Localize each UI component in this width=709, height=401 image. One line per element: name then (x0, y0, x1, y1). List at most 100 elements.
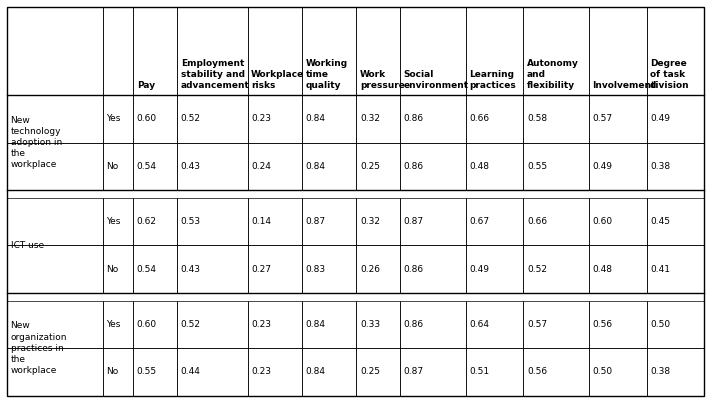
Text: 0.57: 0.57 (527, 320, 547, 329)
Bar (647, 245, 704, 293)
Text: 0.23: 0.23 (251, 320, 271, 329)
Bar (247, 245, 302, 293)
Text: 0.52: 0.52 (181, 320, 201, 329)
Text: 0.50: 0.50 (593, 367, 613, 377)
Text: New
technology
adoption in
the
workplace: New technology adoption in the workplace (11, 116, 62, 169)
Bar (466, 198, 523, 245)
Text: 0.60: 0.60 (137, 320, 157, 329)
Bar (647, 348, 704, 396)
Bar (133, 348, 177, 396)
Text: 0.58: 0.58 (527, 114, 547, 124)
Text: Employment
stability and
advancement: Employment stability and advancement (181, 59, 250, 91)
Text: Work
pressure: Work pressure (360, 70, 405, 91)
Text: 0.60: 0.60 (137, 114, 157, 124)
Bar (357, 348, 401, 396)
Bar (7, 95, 103, 143)
Text: Social
environment: Social environment (404, 70, 469, 91)
Bar (647, 95, 704, 143)
Text: 0.66: 0.66 (527, 217, 547, 226)
Bar (302, 143, 357, 190)
Bar (302, 198, 357, 245)
Text: 0.66: 0.66 (469, 114, 489, 124)
Bar (647, 7, 704, 95)
Bar (647, 301, 704, 348)
Bar (247, 95, 302, 143)
Bar (589, 95, 647, 143)
Text: 0.23: 0.23 (251, 367, 271, 377)
Bar (401, 95, 466, 143)
Bar (103, 348, 133, 396)
Bar (177, 348, 247, 396)
Bar (401, 245, 466, 293)
Bar (247, 301, 302, 348)
Bar (647, 143, 704, 190)
Bar (7, 198, 103, 245)
Text: 0.56: 0.56 (593, 320, 613, 329)
Bar (302, 7, 357, 95)
Text: 0.67: 0.67 (469, 217, 489, 226)
Text: Involvement: Involvement (593, 81, 656, 91)
Bar (523, 7, 589, 95)
Bar (523, 95, 589, 143)
Text: No: No (106, 367, 118, 377)
Bar (133, 198, 177, 245)
Text: 0.25: 0.25 (360, 162, 380, 171)
Bar (302, 301, 357, 348)
Bar (103, 95, 133, 143)
Bar (357, 7, 401, 95)
Bar (177, 143, 247, 190)
Bar (589, 7, 647, 95)
Bar (177, 7, 247, 95)
Bar (247, 143, 302, 190)
Text: 0.87: 0.87 (404, 367, 424, 377)
Bar (589, 143, 647, 190)
Text: 0.25: 0.25 (360, 367, 380, 377)
Bar (177, 301, 247, 348)
Text: 0.43: 0.43 (181, 162, 201, 171)
Bar (177, 245, 247, 293)
Bar (589, 348, 647, 396)
Text: New
organization
practices in
the
workplace: New organization practices in the workpl… (11, 322, 67, 375)
Bar (7, 143, 103, 190)
Text: 0.56: 0.56 (527, 367, 547, 377)
Bar (466, 245, 523, 293)
Text: 0.52: 0.52 (181, 114, 201, 124)
Bar (357, 245, 401, 293)
Text: 0.83: 0.83 (306, 265, 325, 273)
Text: 0.24: 0.24 (251, 162, 271, 171)
Text: Autonomy
and
flexibility: Autonomy and flexibility (527, 59, 579, 91)
Bar (466, 7, 523, 95)
Text: Learning
practices: Learning practices (469, 70, 516, 91)
Bar (466, 143, 523, 190)
Text: 0.54: 0.54 (137, 162, 157, 171)
Text: 0.32: 0.32 (360, 217, 380, 226)
Bar (523, 301, 589, 348)
Text: 0.55: 0.55 (527, 162, 547, 171)
Bar (133, 301, 177, 348)
Text: 0.27: 0.27 (251, 265, 271, 273)
Bar (357, 198, 401, 245)
Bar (523, 198, 589, 245)
Text: 0.50: 0.50 (650, 320, 670, 329)
Bar (523, 348, 589, 396)
Text: Yes: Yes (106, 217, 121, 226)
Bar (103, 198, 133, 245)
Text: 0.51: 0.51 (469, 367, 489, 377)
Text: 0.33: 0.33 (360, 320, 380, 329)
Text: 0.32: 0.32 (360, 114, 380, 124)
Text: 0.43: 0.43 (181, 265, 201, 273)
Bar (103, 143, 133, 190)
Bar (401, 143, 466, 190)
Bar (647, 198, 704, 245)
Text: No: No (106, 265, 118, 273)
Text: 0.52: 0.52 (527, 265, 547, 273)
Bar (133, 7, 177, 95)
Bar (177, 95, 247, 143)
Bar (589, 198, 647, 245)
Text: 0.23: 0.23 (251, 114, 271, 124)
Text: Yes: Yes (106, 114, 121, 124)
Text: 0.38: 0.38 (650, 162, 670, 171)
Bar (302, 348, 357, 396)
Text: 0.45: 0.45 (650, 217, 670, 226)
Text: 0.38: 0.38 (650, 367, 670, 377)
